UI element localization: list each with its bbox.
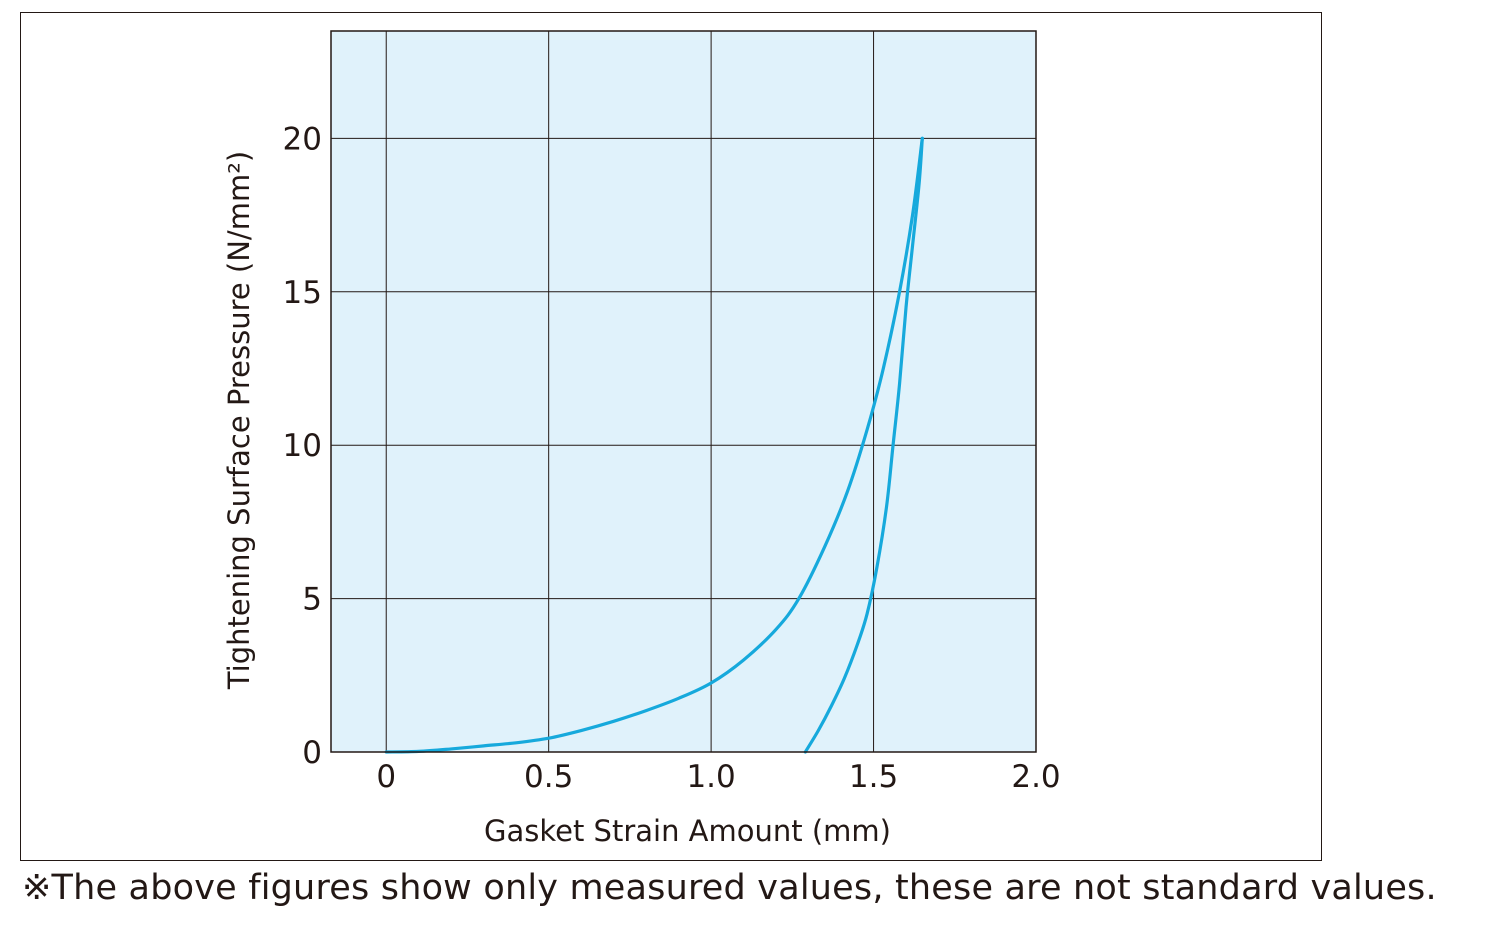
series-layer <box>384 136 924 754</box>
x-axis-label: Gasket Strain Amount (mm) <box>484 814 891 848</box>
x-tick-label: 2.0 <box>1011 759 1060 795</box>
y-tick-label: 0 <box>302 735 322 771</box>
y-tick-label: 5 <box>302 582 322 618</box>
series-line-unloading <box>803 136 924 754</box>
plot-area <box>331 31 1036 752</box>
x-tick-label: 1.0 <box>686 759 735 795</box>
chart-frame <box>20 12 1322 861</box>
y-tick-label: 20 <box>283 121 322 157</box>
y-axis-label: Tightening Surface Pressure (N/mm²) <box>222 151 256 690</box>
y-tick-label: 10 <box>283 428 322 464</box>
y-tick-label: 15 <box>283 275 322 311</box>
series-line-loading <box>384 136 924 754</box>
ticks: 0 0.5 1.0 1.5 2.0 0 5 10 15 20 <box>283 121 1061 795</box>
x-tick-label: 0 <box>376 759 396 795</box>
x-tick-label: 0.5 <box>524 759 573 795</box>
plot-border <box>330 30 1037 753</box>
x-tick-label: 1.5 <box>849 759 898 795</box>
footnote: ※The above figures show only measured va… <box>22 868 1437 908</box>
